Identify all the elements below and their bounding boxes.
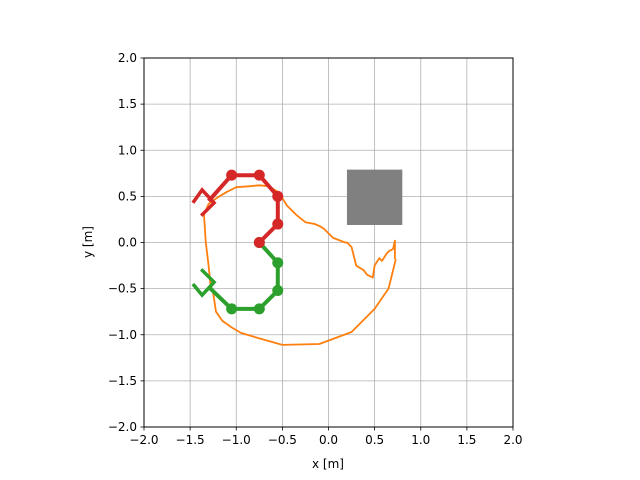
y-axis-label: y [m] [81,226,95,258]
x-tick-label: 2.0 [503,433,522,447]
grid [143,57,514,428]
y-tick-label: 2.0 [118,51,137,65]
series-layer [191,169,397,346]
y-tick-label: −0.5 [108,282,137,296]
y-tick-label: −1.5 [108,374,137,388]
y-tick-label: 1.5 [118,97,137,111]
robot-arm-green-joint [253,303,265,315]
x-axis-ticks: −2.0 −1.5 −1.0 −0.5 0.0 0.5 1.0 1.5 2.0 [129,427,523,447]
y-tick-label: 0.5 [118,189,137,203]
robot-arm-red-joint [272,218,284,230]
gripper [191,268,217,298]
y-tick-label: 0.0 [118,236,137,250]
y-tick-label: 1.0 [118,143,137,157]
obstacle-layer [346,169,403,225]
robot-arm-green-joint [226,303,238,315]
x-tick-label: −2.0 [129,433,158,447]
robot-arm-green-joint [272,284,284,296]
x-tick-label: −0.5 [268,433,297,447]
y-axis-ticks: −2.0 −1.5 −1.0 −0.5 0.0 0.5 1.0 1.5 2.0 [108,51,144,434]
robot-arm-red-joint [253,169,265,181]
y-tick-label: −2.0 [108,420,137,434]
robot-arm-red-joint [253,237,265,248]
x-tick-label: 1.5 [457,433,476,447]
y-tick-label: −1.0 [108,328,137,342]
x-tick-label: −1.5 [176,433,205,447]
x-tick-label: 1.0 [411,433,430,447]
plot-area [143,57,514,428]
x-tick-label: 0.0 [319,433,338,447]
robot-arm-red-joint [226,169,238,181]
x-tick-label: −1.0 [222,433,251,447]
obstacle-square [346,169,403,225]
x-tick-label: 0.5 [365,433,384,447]
robot-arm-green-joint [272,257,284,269]
x-axis-label: x [m] [312,457,344,471]
gripper [191,187,217,217]
robot-arm-red-joint [272,190,284,202]
